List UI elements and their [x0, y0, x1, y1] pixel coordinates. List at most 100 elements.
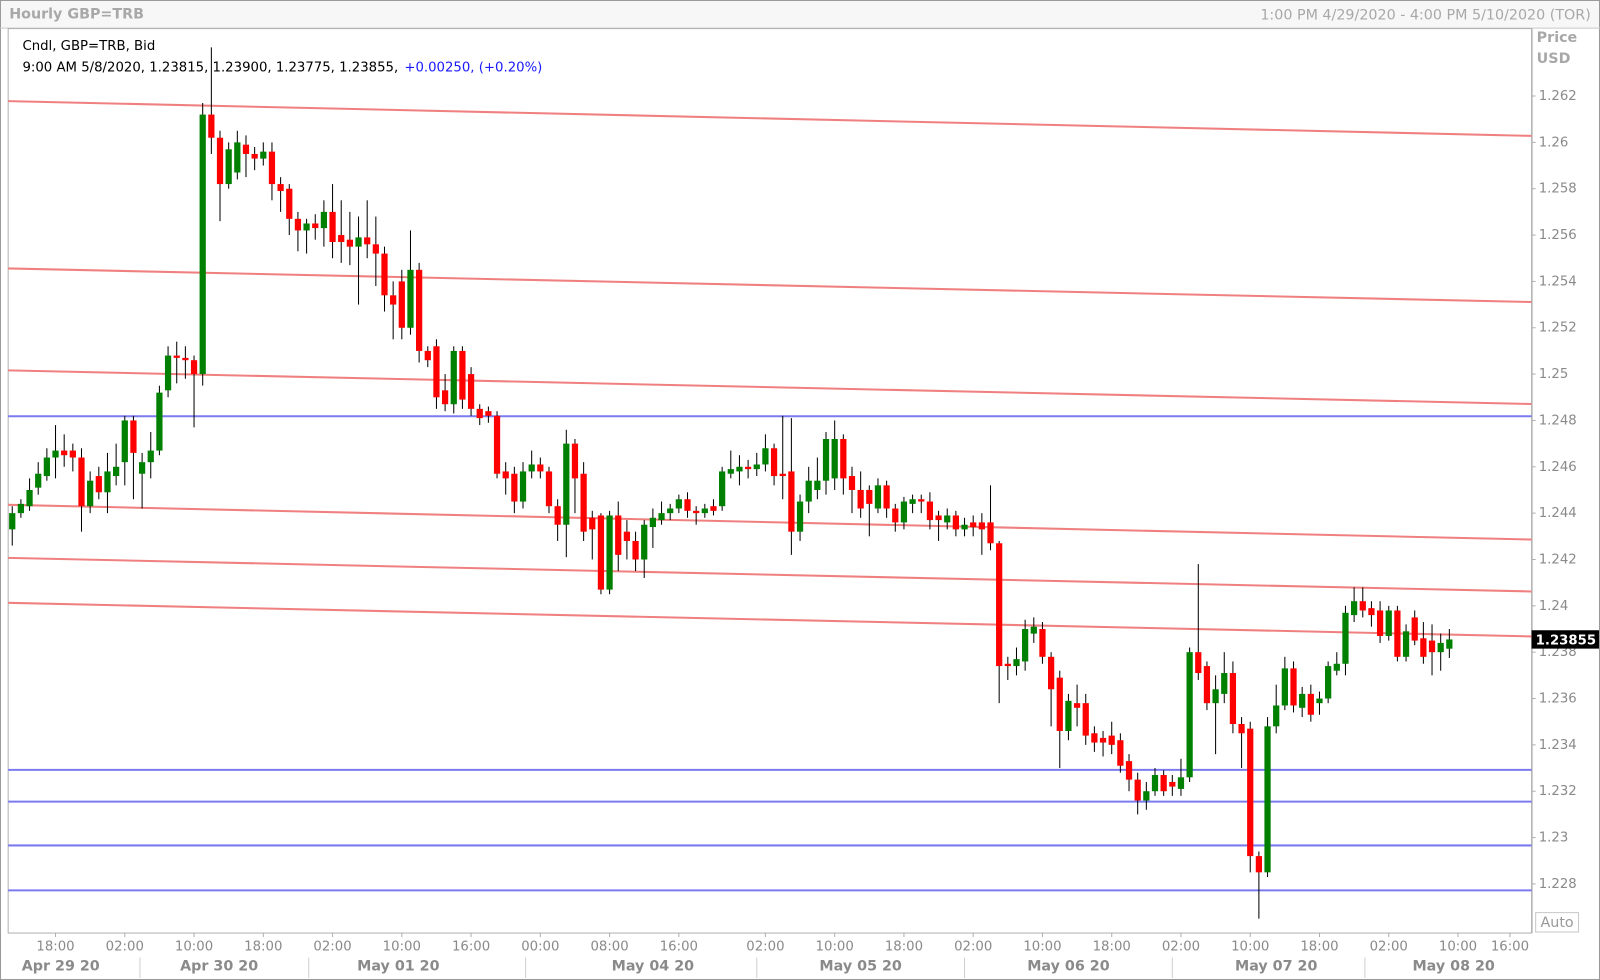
candle-body: [338, 235, 345, 243]
candle-body: [770, 448, 778, 477]
x-tick-label: 10:00: [175, 939, 213, 954]
date-label: May 05 20: [819, 959, 901, 975]
candle-body: [52, 450, 59, 458]
candle-body: [589, 517, 596, 530]
candle-body: [866, 489, 873, 504]
candle-body: [1212, 689, 1219, 704]
candle-body: [545, 471, 553, 507]
candle-body: [61, 450, 68, 456]
candle-body: [580, 473, 587, 532]
date-label: May 07 20: [1235, 959, 1317, 975]
candle-body: [1359, 601, 1366, 611]
drawings: [8, 100, 1532, 892]
candle-body: [1047, 656, 1055, 690]
candle-body: [658, 513, 665, 521]
y-tick-label: 1.25: [1539, 367, 1569, 382]
candle-body: [1013, 659, 1020, 667]
candle-body: [537, 464, 544, 472]
candle-body: [710, 506, 717, 511]
y-tick-label: 1.242: [1539, 552, 1577, 567]
x-tick-label: 10:00: [383, 939, 421, 954]
candle-body: [9, 513, 16, 530]
x-tick-label: 18:00: [1093, 939, 1131, 954]
candle-body: [978, 522, 985, 530]
candle-body: [1385, 610, 1392, 636]
candle-body: [1022, 629, 1029, 662]
candle-body: [883, 485, 890, 509]
candle-body: [390, 295, 397, 305]
y-tick-label: 1.248: [1539, 413, 1577, 428]
candle-body: [1004, 663, 1011, 667]
candle-body: [744, 466, 752, 470]
price-label: Price: [1537, 30, 1578, 46]
candle-body: [1325, 666, 1332, 699]
axes: 1.262 1.26 1.258 1.256 1.254 1.252 1.25 1.248 1.…: [22, 89, 1599, 978]
candle-body: [1030, 626, 1037, 634]
candle-body: [1299, 693, 1306, 708]
candle-body: [216, 137, 224, 185]
y-tick-label: 1.244: [1539, 506, 1577, 521]
candle-body: [156, 392, 163, 451]
candle-body: [736, 466, 743, 472]
candle-body: [1411, 617, 1418, 641]
x-tick-label: 18:00: [1300, 939, 1338, 954]
candle-body: [69, 450, 76, 458]
candle-body: [104, 471, 111, 493]
trend-line: [8, 100, 1532, 137]
candle-body: [563, 443, 570, 525]
candle-body: [130, 420, 137, 453]
trend-line: [8, 556, 1532, 593]
date-label: May 01 20: [357, 959, 439, 975]
candle-body: [684, 499, 691, 511]
candle-body: [1117, 740, 1124, 766]
candle-body: [1203, 666, 1211, 704]
x-tick-label: 16:00: [660, 939, 698, 954]
candle-body: [138, 462, 146, 474]
candle-body: [1108, 735, 1115, 745]
candle-body: [251, 153, 258, 159]
auto-button-label[interactable]: Auto: [1541, 915, 1574, 931]
y-tick-label: 1.24: [1539, 599, 1569, 614]
y-tick-label: 1.236: [1539, 692, 1577, 707]
auto-button[interactable]: [1535, 912, 1580, 933]
candle-body: [623, 531, 631, 541]
candle-body: [1255, 856, 1263, 873]
x-tick-label: 16:00: [452, 939, 490, 954]
candle-body: [952, 515, 959, 530]
candle-body: [416, 269, 423, 351]
candle-body: [208, 114, 215, 138]
candle-body: [874, 485, 882, 509]
candle-body: [1394, 610, 1401, 657]
y-tick-label: 1.23: [1539, 831, 1569, 846]
x-tick-label: 02:00: [746, 939, 784, 954]
candle-body: [190, 360, 198, 375]
candle-body: [467, 374, 475, 409]
y-tick-label: 1.234: [1539, 738, 1577, 753]
candle-body: [147, 450, 154, 463]
candle-body: [727, 469, 734, 474]
candle-body: [1420, 638, 1427, 657]
candle-body: [1281, 668, 1288, 706]
candle-body: [476, 408, 483, 419]
candle-body: [1099, 737, 1107, 743]
candle-body: [182, 357, 189, 361]
candle-body: [857, 489, 864, 509]
candle-body: [35, 473, 42, 488]
candle-body: [407, 269, 414, 328]
candle-body: [1221, 673, 1228, 694]
date-label: May 06 20: [1027, 959, 1109, 975]
candle-body: [796, 501, 804, 532]
candle-body: [597, 515, 605, 590]
x-tick-label: 10:00: [1023, 939, 1061, 954]
candle-body: [1091, 733, 1098, 743]
candle-body: [1238, 724, 1245, 734]
candle-body: [277, 184, 284, 192]
candle-body: [1082, 703, 1089, 736]
y-tick-label: 1.232: [1539, 784, 1577, 799]
candle-body: [1307, 693, 1314, 715]
candle-body: [1073, 703, 1081, 708]
plot-area: [7, 28, 1533, 934]
candle-body: [1134, 779, 1141, 801]
candle-body: [1229, 673, 1237, 725]
